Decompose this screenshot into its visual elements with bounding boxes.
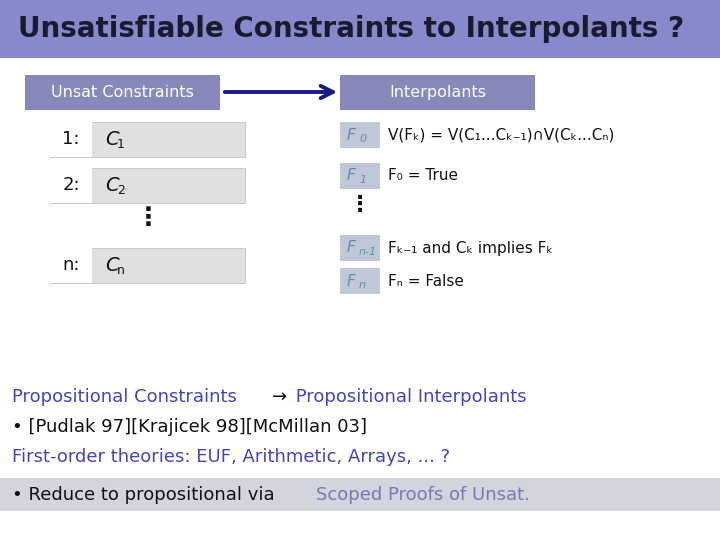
- Text: 2: 2: [117, 184, 125, 197]
- Text: C: C: [105, 130, 119, 149]
- Text: 1:: 1:: [62, 131, 80, 149]
- Text: 1: 1: [117, 138, 125, 151]
- Text: Unsat Constraints: Unsat Constraints: [51, 85, 194, 100]
- Bar: [340, 75, 535, 110]
- Bar: [0, 0, 720, 58]
- Bar: [50, 248, 245, 283]
- Text: Unsatisfiable Constraints to Interpolants ?: Unsatisfiable Constraints to Interpolant…: [18, 15, 684, 43]
- Text: Interpolants: Interpolants: [389, 85, 486, 100]
- Text: C: C: [105, 256, 119, 275]
- Text: • [Pudlak 97][Krajicek 98][McMillan 03]: • [Pudlak 97][Krajicek 98][McMillan 03]: [12, 418, 367, 436]
- Bar: [0, 478, 720, 511]
- Text: F₀ = True: F₀ = True: [388, 168, 458, 184]
- Bar: [340, 163, 380, 189]
- Bar: [50, 168, 92, 203]
- Text: C: C: [105, 176, 119, 195]
- Text: 2:: 2:: [62, 177, 80, 194]
- Text: F: F: [347, 127, 356, 143]
- Text: Fₙ = False: Fₙ = False: [388, 273, 464, 288]
- Text: →: →: [272, 388, 287, 406]
- Text: V(Fₖ) = V(C₁...Cₖ₋₁)∩V(Cₖ...Cₙ): V(Fₖ) = V(C₁...Cₖ₋₁)∩V(Cₖ...Cₙ): [388, 127, 614, 143]
- Text: 1: 1: [359, 175, 366, 185]
- Text: Fₖ₋₁ and Cₖ implies Fₖ: Fₖ₋₁ and Cₖ implies Fₖ: [388, 240, 553, 255]
- Bar: [50, 122, 92, 157]
- Text: First-order theories: EUF, Arithmetic, Arrays, ... ?: First-order theories: EUF, Arithmetic, A…: [12, 448, 450, 466]
- Bar: [340, 268, 380, 294]
- Bar: [50, 248, 92, 283]
- Bar: [25, 75, 220, 110]
- Text: ⋮: ⋮: [135, 206, 161, 230]
- Text: n: n: [117, 264, 125, 277]
- Text: n: n: [359, 280, 366, 290]
- Bar: [50, 122, 245, 157]
- Text: • Reduce to propositional via: • Reduce to propositional via: [12, 485, 280, 503]
- Text: 0: 0: [359, 134, 366, 144]
- Text: Propositional Interpolants: Propositional Interpolants: [290, 388, 526, 406]
- Text: ⋮: ⋮: [349, 195, 371, 215]
- Bar: [50, 168, 245, 203]
- Text: Propositional Constraints: Propositional Constraints: [12, 388, 243, 406]
- Text: Scoped Proofs of Unsat.: Scoped Proofs of Unsat.: [316, 485, 530, 503]
- Text: n:: n:: [62, 256, 80, 274]
- Bar: [340, 235, 380, 261]
- Text: F: F: [347, 273, 356, 288]
- Text: F: F: [347, 168, 356, 184]
- Text: n-1: n-1: [359, 247, 377, 257]
- Text: F: F: [347, 240, 356, 255]
- Bar: [340, 122, 380, 148]
